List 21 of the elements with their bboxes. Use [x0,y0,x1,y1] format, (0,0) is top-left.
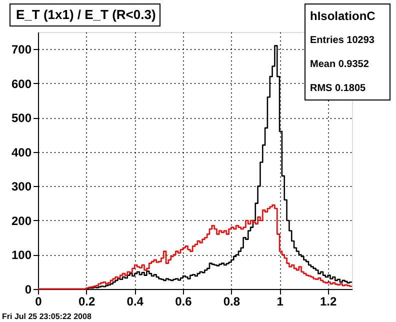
x-tick-label: 0.4 [126,294,144,308]
x-tick-label: 0 [35,294,42,308]
x-tick-label: 1.2 [320,294,338,308]
annotation: Entries 10293 [310,35,375,46]
x-tick-label: 0.2 [78,294,96,308]
annotation: Mean 0.9352 [310,59,370,70]
y-tick-label: 200 [11,214,32,228]
y-tick-label: 700 [11,42,32,57]
annotation: RMS 0.1805 [310,83,366,94]
text: hIsolationC [310,9,376,23]
text: Fri Jul 25 23:05:22 2008 [2,312,92,321]
y-tick-label: 600 [11,76,32,91]
x-tick-label: 0.6 [175,294,192,308]
y-tick-label: 300 [11,180,32,194]
x-tick-label: 0.8 [223,294,240,308]
y-tick-label: 500 [11,111,32,126]
x-tick-label: 1 [276,294,284,308]
y-tick-label: 400 [11,145,32,160]
chart-title: E_T (1x1) / E_T (R<0.3) [16,7,156,22]
y-tick-label: 0 [24,282,32,296]
y-tick-label: 100 [11,248,32,262]
